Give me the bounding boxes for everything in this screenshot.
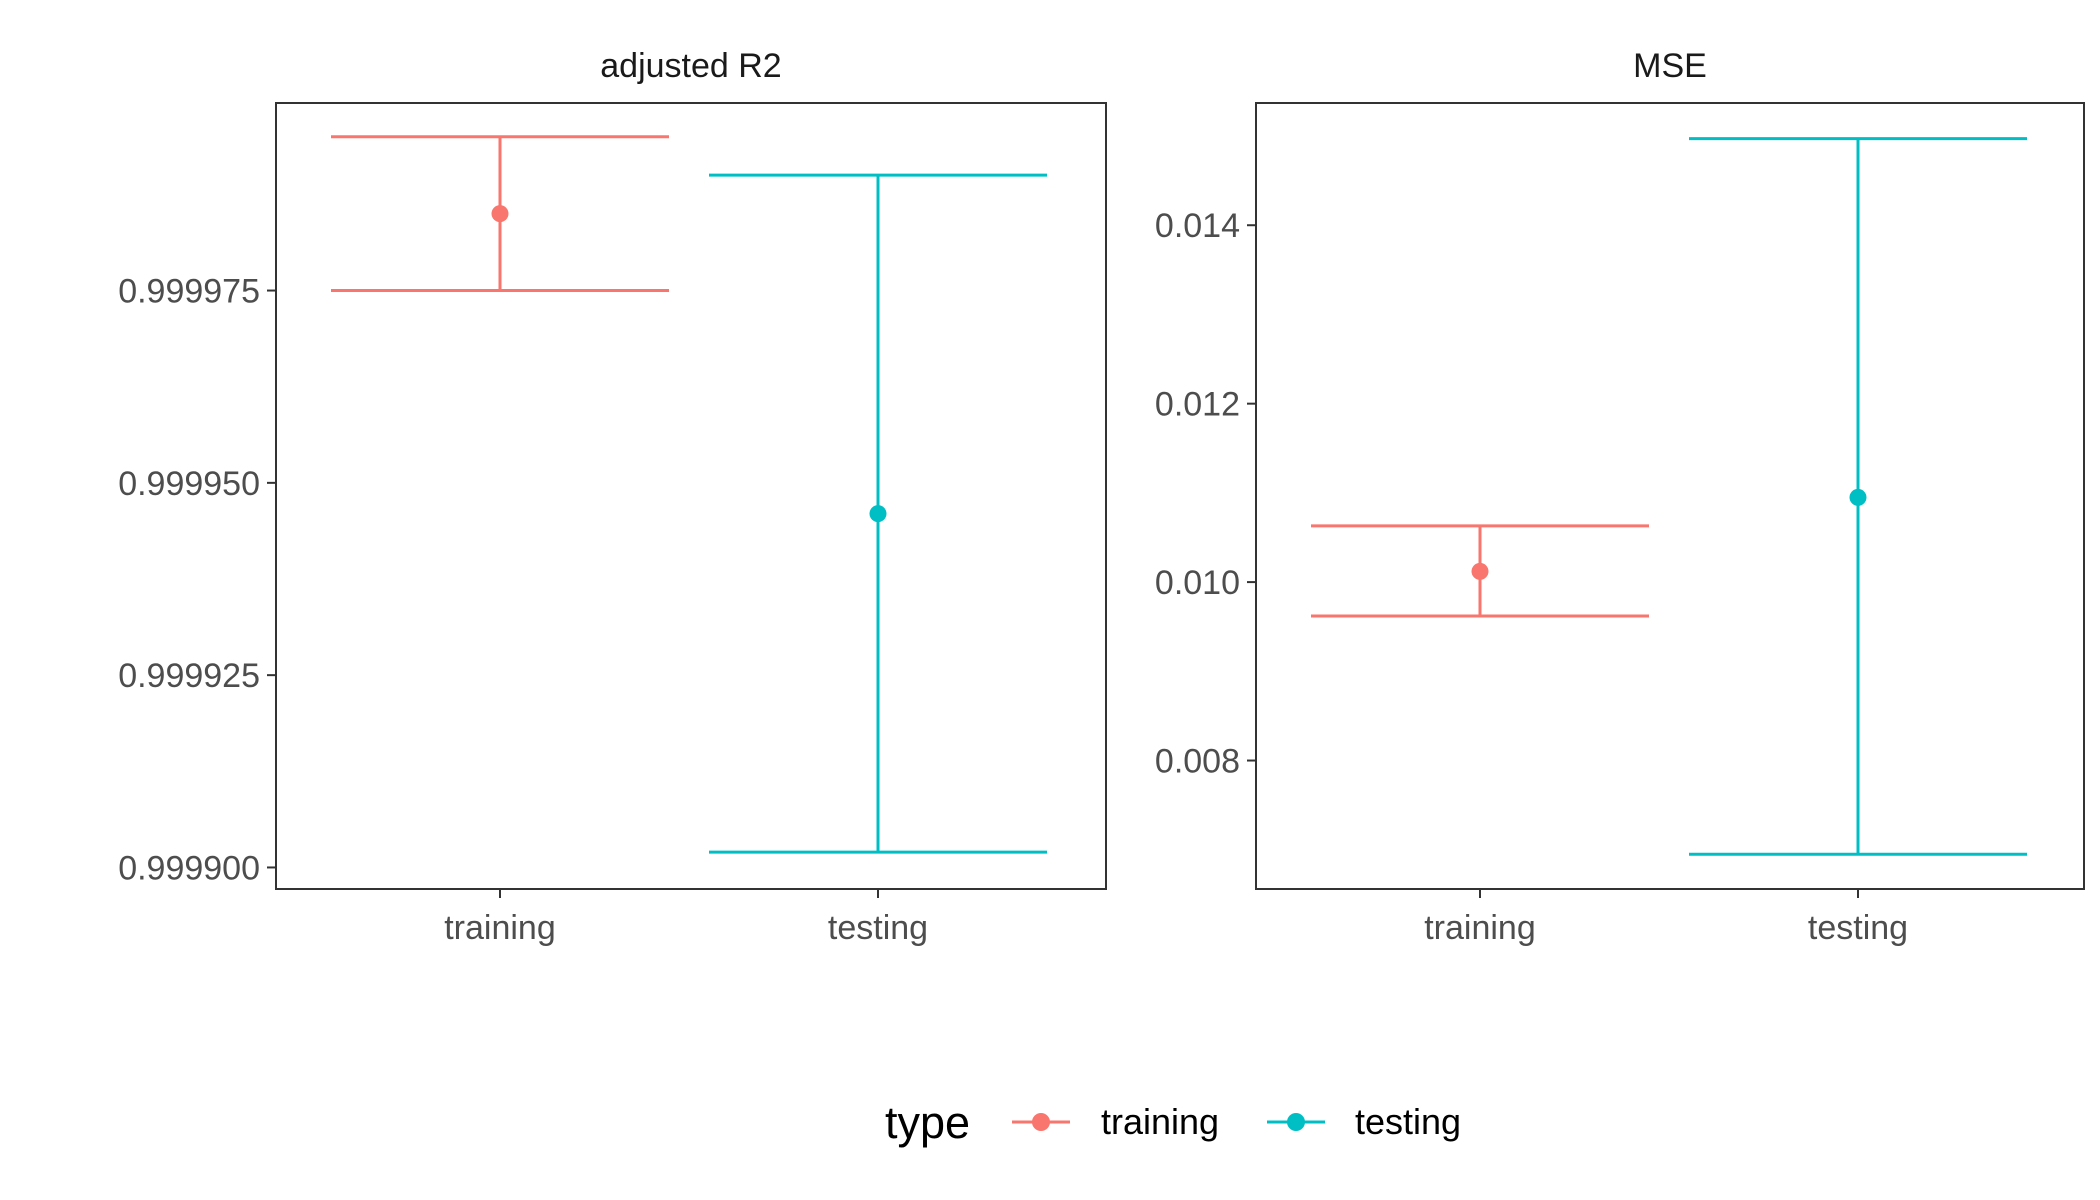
x-tick-label: training bbox=[444, 909, 556, 947]
point-training bbox=[491, 205, 509, 223]
y-tick-label: 0.012 bbox=[1155, 386, 1240, 424]
legend-key-testing bbox=[1267, 1113, 1325, 1131]
point-training bbox=[1471, 562, 1489, 580]
legend-key-training bbox=[1012, 1113, 1070, 1131]
x-tick-label: testing bbox=[1808, 909, 1908, 947]
point-testing bbox=[1849, 488, 1867, 506]
panel-adjusted-r2: adjusted R2 0.9999000.9999250.9999500.99… bbox=[118, 47, 1107, 947]
panel-border bbox=[1255, 102, 2085, 890]
panel-title: adjusted R2 bbox=[600, 47, 781, 85]
y-tick-label: 0.008 bbox=[1155, 743, 1240, 781]
legend-label-testing: testing bbox=[1355, 1101, 1461, 1142]
legend-key-point bbox=[1287, 1113, 1305, 1131]
legend: type training testing bbox=[885, 1097, 1461, 1148]
y-tick-label: 0.999900 bbox=[118, 849, 260, 887]
legend-key-point bbox=[1032, 1113, 1050, 1131]
legend-label-training: training bbox=[1101, 1101, 1219, 1142]
x-tick-label: testing bbox=[828, 909, 928, 947]
y-tick-label: 0.010 bbox=[1155, 564, 1240, 602]
y-tick-label: 0.999950 bbox=[118, 465, 260, 503]
legend-title: type bbox=[885, 1097, 970, 1148]
y-tick-label: 0.014 bbox=[1155, 207, 1240, 245]
point-testing bbox=[869, 505, 887, 523]
panel-title: MSE bbox=[1633, 47, 1707, 85]
panel-marks: 0.008 0.010 0.012 0.014 training testing bbox=[1155, 137, 2027, 947]
x-tick-label: training bbox=[1424, 909, 1536, 947]
panel-mse: MSE 0.008 0.010 0.012 0.014 training testing bbox=[1155, 47, 2085, 947]
panel-border bbox=[275, 102, 1107, 890]
y-tick-label: 0.999975 bbox=[118, 273, 260, 311]
panel-marks: 0.999900 0.999925 0.999950 0.999975 training… bbox=[118, 135, 1047, 947]
y-tick-label: 0.999925 bbox=[118, 657, 260, 695]
